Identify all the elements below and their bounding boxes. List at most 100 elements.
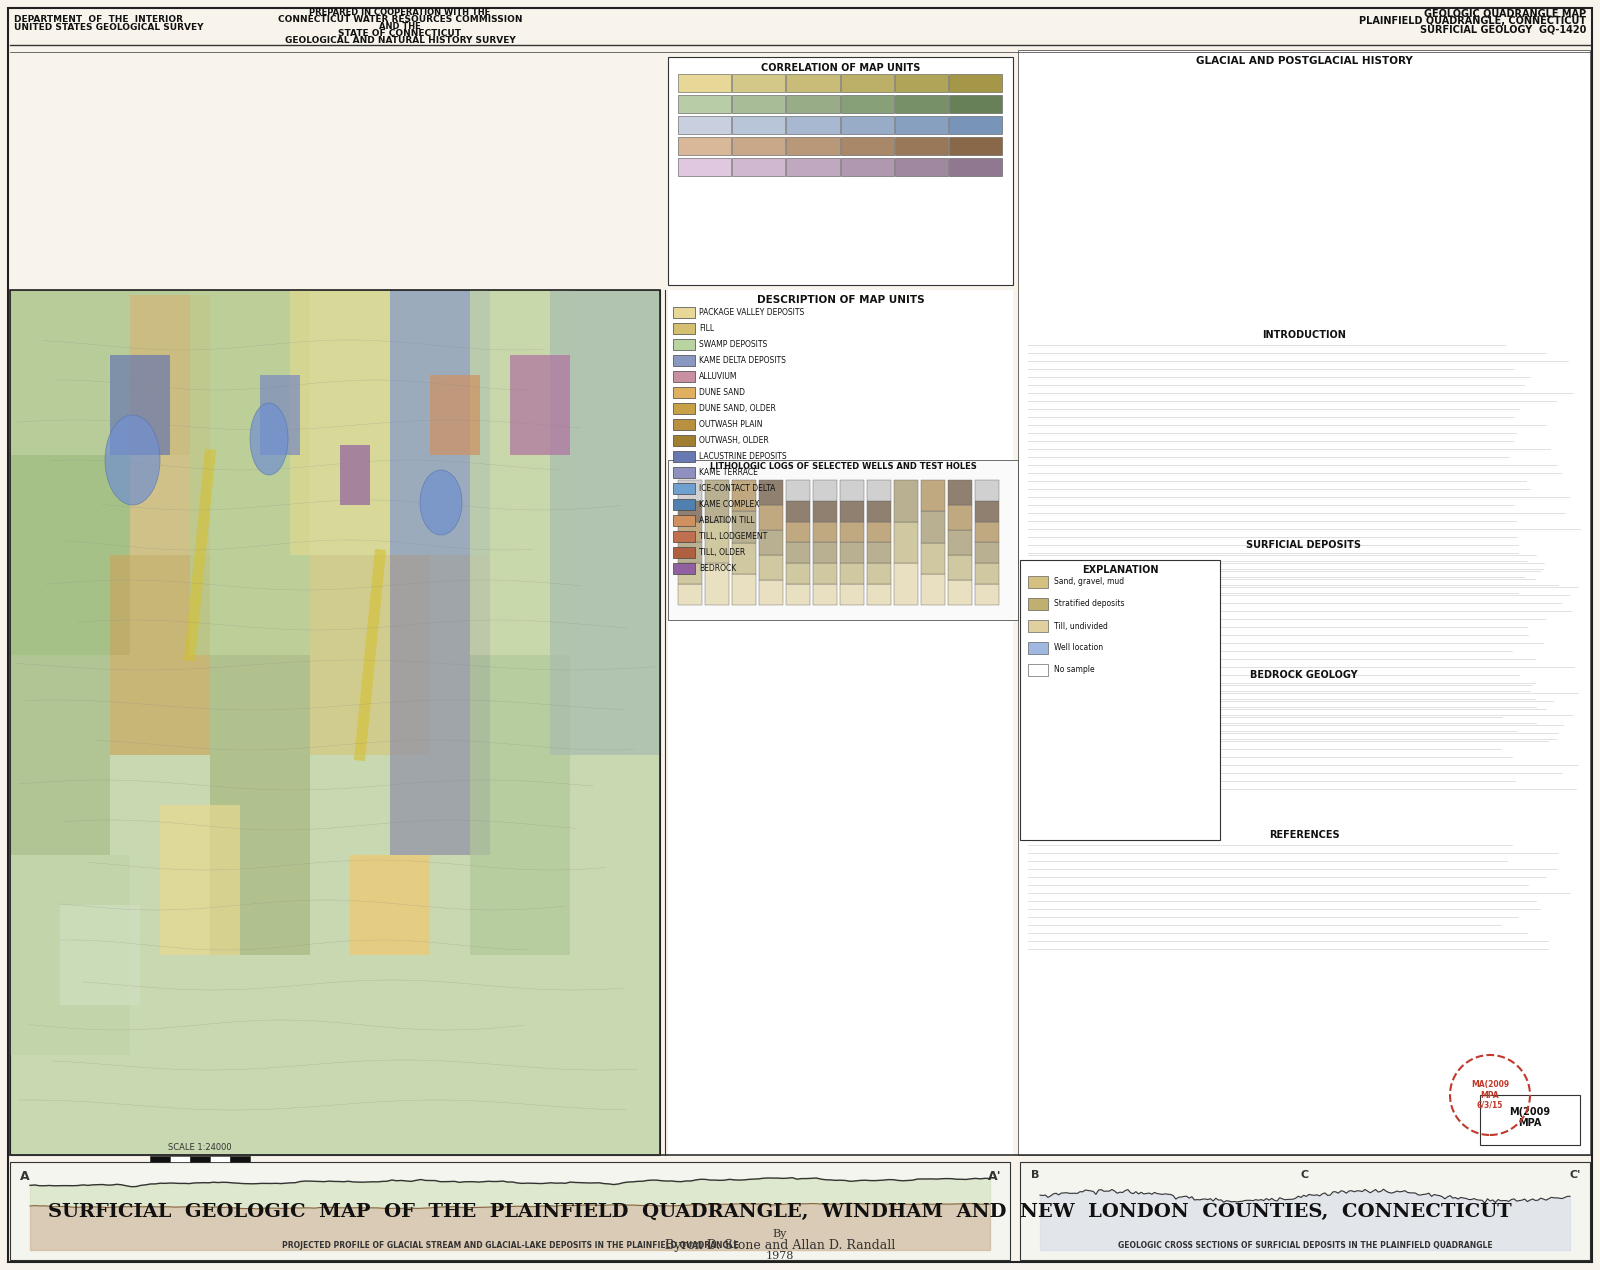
Bar bbox=[786, 522, 810, 542]
Bar bbox=[678, 584, 702, 605]
Bar bbox=[949, 116, 1002, 135]
Bar bbox=[669, 460, 1018, 620]
Text: C: C bbox=[1301, 1170, 1309, 1180]
Ellipse shape bbox=[250, 403, 288, 475]
Bar bbox=[290, 290, 390, 555]
Bar bbox=[949, 137, 1002, 155]
Bar bbox=[10, 290, 190, 455]
Text: ALLUVIUM: ALLUVIUM bbox=[699, 372, 738, 381]
Bar bbox=[470, 655, 570, 955]
Text: Well location: Well location bbox=[1054, 644, 1102, 653]
Bar bbox=[867, 522, 891, 542]
Bar bbox=[678, 564, 702, 584]
Bar bbox=[190, 1156, 210, 1162]
Text: By: By bbox=[773, 1229, 787, 1240]
Bar bbox=[678, 542, 702, 564]
Text: OUTWASH PLAIN: OUTWASH PLAIN bbox=[699, 420, 763, 429]
Bar bbox=[733, 574, 757, 605]
Bar bbox=[922, 574, 946, 605]
Ellipse shape bbox=[419, 470, 462, 535]
Bar bbox=[678, 500, 702, 522]
Bar bbox=[1021, 560, 1221, 839]
Bar bbox=[1018, 50, 1590, 1154]
Bar bbox=[974, 564, 998, 584]
Bar bbox=[813, 542, 837, 564]
Text: SCALE 1:24000: SCALE 1:24000 bbox=[168, 1143, 232, 1152]
Bar bbox=[867, 584, 891, 605]
Bar bbox=[674, 339, 694, 351]
Bar bbox=[813, 584, 837, 605]
Bar bbox=[786, 584, 810, 605]
Bar bbox=[758, 480, 782, 505]
Text: 1978: 1978 bbox=[766, 1251, 794, 1261]
Bar bbox=[974, 584, 998, 605]
Bar bbox=[733, 480, 757, 512]
Bar bbox=[867, 564, 891, 584]
Bar bbox=[758, 530, 782, 555]
Bar bbox=[1027, 598, 1048, 610]
Bar bbox=[10, 290, 661, 1154]
Bar bbox=[674, 387, 694, 398]
Bar bbox=[813, 522, 837, 542]
Ellipse shape bbox=[106, 415, 160, 505]
Bar bbox=[840, 157, 894, 177]
Bar bbox=[786, 500, 810, 522]
Text: TILL, LODGEMENT: TILL, LODGEMENT bbox=[699, 532, 768, 541]
Text: DUNE SAND: DUNE SAND bbox=[699, 389, 746, 398]
Bar bbox=[840, 584, 864, 605]
Text: KAME DELTA DEPOSITS: KAME DELTA DEPOSITS bbox=[699, 356, 786, 364]
Bar bbox=[110, 356, 170, 455]
Bar bbox=[922, 480, 946, 512]
Text: GEOLOGIC QUADRANGLE MAP: GEOLOGIC QUADRANGLE MAP bbox=[1424, 8, 1586, 18]
Bar bbox=[390, 555, 490, 855]
Bar bbox=[130, 295, 210, 555]
Text: PACKAGE VALLEY DEPOSITS: PACKAGE VALLEY DEPOSITS bbox=[699, 309, 805, 318]
Bar bbox=[786, 564, 810, 584]
Text: INTRODUCTION: INTRODUCTION bbox=[1262, 330, 1346, 340]
Bar bbox=[840, 564, 864, 584]
Bar bbox=[733, 157, 786, 177]
Bar bbox=[786, 137, 840, 155]
Bar bbox=[947, 530, 973, 555]
Bar bbox=[674, 516, 694, 526]
Bar bbox=[210, 655, 310, 955]
Bar bbox=[840, 74, 894, 91]
Bar bbox=[678, 157, 731, 177]
Bar bbox=[840, 137, 894, 155]
Bar bbox=[733, 95, 786, 113]
Bar bbox=[674, 531, 694, 542]
Text: TILL, OLDER: TILL, OLDER bbox=[699, 547, 746, 558]
Bar bbox=[674, 436, 694, 446]
Bar bbox=[706, 564, 730, 605]
Bar bbox=[678, 480, 702, 500]
Bar bbox=[674, 547, 694, 558]
Bar bbox=[947, 480, 973, 505]
Bar bbox=[867, 480, 891, 500]
Bar bbox=[894, 157, 947, 177]
Text: PROJECTED PROFILE OF GLACIAL STREAM AND GLACIAL-LAKE DEPOSITS IN THE PLAINFIELD : PROJECTED PROFILE OF GLACIAL STREAM AND … bbox=[282, 1241, 739, 1250]
Bar bbox=[10, 1162, 1010, 1260]
Text: Byron D. Stone and Allan D. Randall: Byron D. Stone and Allan D. Randall bbox=[666, 1238, 894, 1251]
Text: FILL: FILL bbox=[699, 324, 714, 333]
Text: No sample: No sample bbox=[1054, 665, 1094, 674]
Bar bbox=[947, 580, 973, 605]
Bar bbox=[674, 483, 694, 494]
Bar bbox=[674, 403, 694, 414]
Bar bbox=[949, 74, 1002, 91]
Bar bbox=[674, 371, 694, 382]
Text: SURFICIAL GEOLOGY  GQ-1420: SURFICIAL GEOLOGY GQ-1420 bbox=[1419, 24, 1586, 34]
Bar bbox=[1021, 1162, 1590, 1260]
Text: LITHOLOGIC LOGS OF SELECTED WELLS AND TEST HOLES: LITHOLOGIC LOGS OF SELECTED WELLS AND TE… bbox=[710, 462, 976, 471]
Bar bbox=[894, 95, 947, 113]
Bar bbox=[10, 855, 130, 1055]
Bar bbox=[974, 542, 998, 564]
Bar bbox=[210, 1156, 230, 1162]
Bar bbox=[10, 455, 130, 655]
Bar bbox=[867, 500, 891, 522]
Text: ICE-CONTACT DELTA: ICE-CONTACT DELTA bbox=[699, 484, 776, 493]
Bar bbox=[758, 555, 782, 580]
Bar bbox=[674, 307, 694, 318]
Bar bbox=[678, 74, 731, 91]
Bar bbox=[339, 444, 370, 505]
Bar bbox=[786, 157, 840, 177]
